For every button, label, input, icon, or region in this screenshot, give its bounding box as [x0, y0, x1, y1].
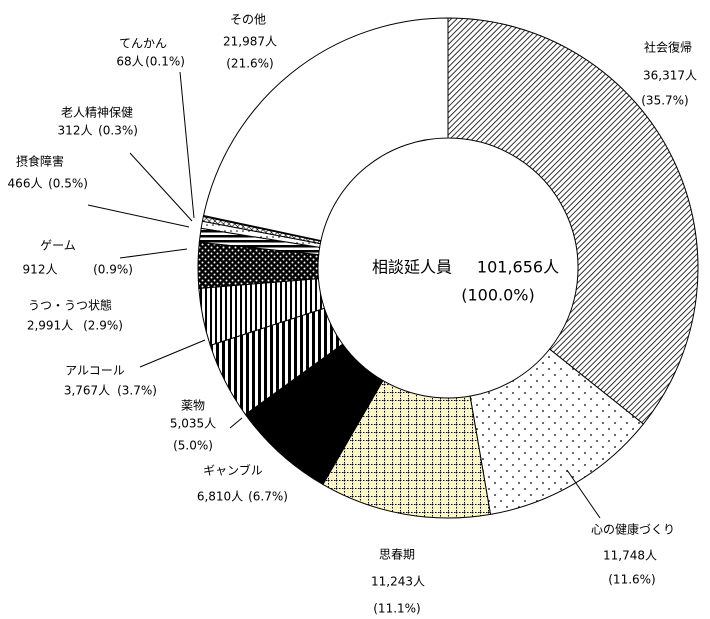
leader-line	[139, 339, 206, 368]
percent-label: (0.3%)	[98, 124, 138, 138]
category-label: 心の健康づくり	[591, 522, 675, 537]
category-label: 思春期	[379, 548, 415, 562]
value-label: 3,767人	[64, 384, 110, 398]
center-title: 相談延人員	[372, 258, 452, 277]
value-label: 68人	[116, 55, 143, 69]
percent-label: (3.7%)	[117, 384, 157, 398]
percent-label: (0.1%)	[145, 55, 185, 69]
leader-line	[566, 469, 601, 519]
percent-label: (5.0%)	[173, 439, 213, 453]
percent-label: (11.1%)	[373, 602, 420, 616]
value-label: 912人	[23, 263, 58, 277]
percent-label: (21.6%)	[226, 57, 273, 71]
value-label: 11,243人	[371, 575, 425, 589]
category-label: アルコール	[65, 364, 125, 378]
category-label: 摂食障害	[16, 154, 64, 169]
category-label: その他	[230, 13, 266, 27]
center-total: 101,656人	[477, 258, 559, 277]
category-label: 老人精神保健	[61, 106, 133, 120]
leader-line	[129, 152, 193, 222]
category-label: ゲーム	[40, 239, 76, 253]
value-label: 11,748人	[603, 549, 657, 563]
donut-segment	[447, 17, 699, 425]
value-label: 5,035人	[170, 417, 216, 431]
leader-line	[179, 71, 195, 219]
value-label: 466人	[8, 177, 43, 191]
percent-label: (35.7%)	[641, 94, 688, 108]
leader-line	[87, 204, 190, 228]
donut	[197, 17, 699, 519]
center-percent: (100.0%)	[461, 286, 535, 305]
value-label: 2,991人	[27, 319, 73, 333]
percent-label: (6.7%)	[248, 490, 288, 504]
leader-lines	[87, 71, 601, 519]
value-label: 36,317人	[643, 69, 697, 83]
leader-line	[229, 417, 243, 429]
category-label: 薬物	[181, 399, 205, 413]
category-label: てんかん	[119, 37, 167, 51]
donut-segment	[202, 17, 449, 242]
category-label: 社会復帰	[644, 40, 692, 55]
percent-label: (0.5%)	[48, 177, 88, 191]
value-label: 21,987人	[223, 35, 277, 49]
category-label: うつ・うつ状態	[28, 298, 112, 313]
leader-line	[119, 248, 188, 259]
percent-label: (0.9%)	[93, 263, 133, 277]
value-label: 6,810人	[197, 490, 243, 504]
value-label: 312人	[58, 124, 93, 138]
percent-label: (2.9%)	[83, 319, 123, 333]
category-label: ギャンブル	[203, 463, 263, 478]
percent-label: (11.6%)	[608, 573, 655, 587]
